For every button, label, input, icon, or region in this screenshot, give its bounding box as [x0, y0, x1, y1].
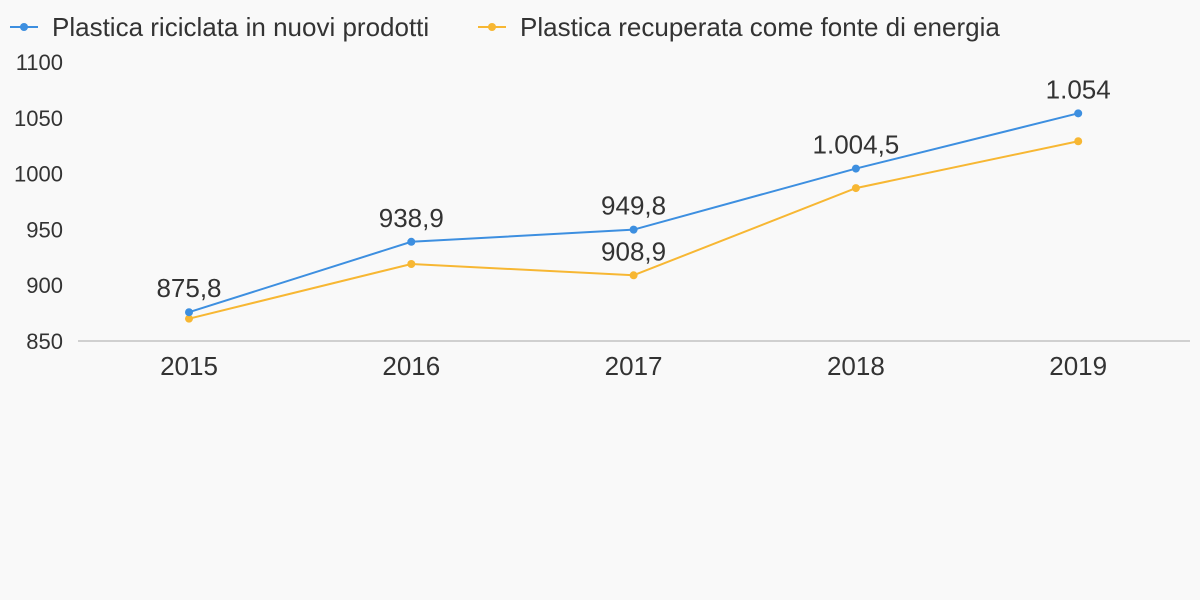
data-point[interactable]: [851, 164, 860, 173]
data-label: 1.004,5: [813, 130, 900, 160]
x-tick-label: 2018: [827, 351, 885, 381]
legend-item[interactable]: Plastica riciclata in nuovi prodotti: [10, 12, 429, 42]
data-point[interactable]: [185, 314, 193, 323]
data-point[interactable]: [629, 271, 638, 280]
data-label: 1.054: [1046, 74, 1111, 104]
data-point[interactable]: [851, 184, 860, 193]
y-tick-label: 900: [26, 273, 63, 298]
y-axis: 850 900 950 1000 1050 1100: [14, 50, 63, 354]
data-point[interactable]: [629, 225, 638, 234]
data-label: 875,8: [156, 273, 221, 303]
data-point[interactable]: [1074, 109, 1083, 118]
x-tick-label: 2015: [160, 351, 218, 381]
y-tick-label: 850: [26, 329, 63, 354]
data-label: 949,8: [601, 191, 666, 221]
x-tick-label: 2017: [605, 351, 663, 381]
data-point[interactable]: [407, 237, 416, 246]
series-1: [185, 109, 1083, 317]
y-tick-label: 1000: [14, 162, 63, 187]
legend-marker-icon: [488, 23, 496, 31]
series-layer: [185, 109, 1083, 323]
legend: Plastica riciclata in nuovi prodotti Plas…: [10, 12, 1000, 42]
x-tick-label: 2019: [1049, 351, 1107, 381]
data-point[interactable]: [1074, 137, 1083, 146]
data-label: 938,9: [379, 203, 444, 233]
data-labels: 875,8 938,9 949,8 1.004,5 1.054 908,9: [156, 74, 1110, 303]
y-tick-label: 1100: [16, 50, 63, 75]
x-tick-label: 2016: [382, 351, 440, 381]
legend-marker-icon: [20, 23, 28, 31]
data-label: 908,9: [601, 236, 666, 266]
legend-label: Plastica recuperata come fonte di energi…: [520, 12, 1000, 42]
series-2: [185, 137, 1083, 323]
x-axis: 2015 2016 2017 2018 2019: [160, 351, 1107, 381]
data-point[interactable]: [185, 308, 193, 317]
data-point[interactable]: [407, 259, 416, 268]
y-tick-label: 950: [26, 217, 63, 242]
y-tick-label: 1050: [14, 106, 63, 131]
legend-label: Plastica riciclata in nuovi prodotti: [52, 12, 429, 42]
legend-item[interactable]: Plastica recuperata come fonte di energi…: [478, 12, 1000, 42]
